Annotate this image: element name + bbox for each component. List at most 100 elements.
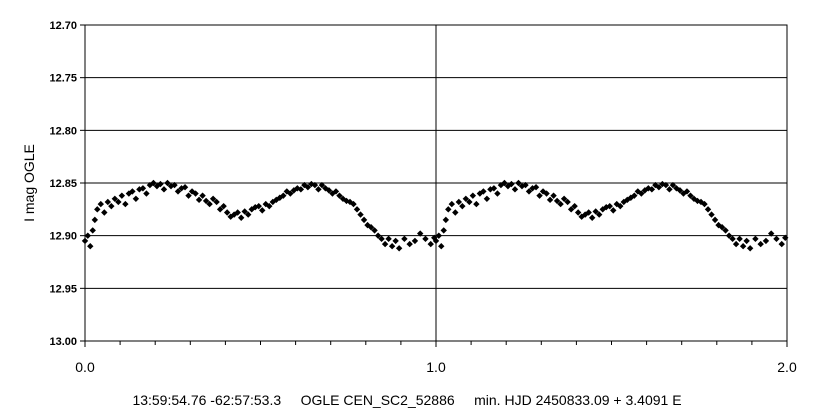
data-point bbox=[736, 235, 743, 243]
data-point bbox=[442, 216, 450, 224]
data-point bbox=[452, 209, 459, 216]
data-point bbox=[94, 206, 101, 213]
data-point bbox=[729, 235, 736, 243]
data-point bbox=[701, 200, 708, 208]
data-point bbox=[501, 179, 508, 187]
data-point bbox=[722, 227, 729, 234]
data-point bbox=[757, 240, 764, 248]
x-tick-label: 1.0 bbox=[426, 359, 446, 375]
data-point bbox=[459, 202, 466, 210]
y-axis-label: I mag OGLE bbox=[21, 144, 37, 222]
data-point bbox=[711, 216, 719, 224]
data-point bbox=[227, 213, 234, 220]
data-point bbox=[490, 185, 498, 192]
data-point bbox=[202, 197, 210, 205]
data-point bbox=[255, 202, 262, 210]
data-point bbox=[136, 186, 143, 193]
data-point bbox=[445, 206, 452, 213]
data-point bbox=[564, 198, 571, 206]
data-point bbox=[332, 188, 340, 195]
y-tick-label: 12.85 bbox=[49, 178, 77, 190]
data-point bbox=[557, 200, 564, 208]
data-point bbox=[620, 198, 627, 206]
data-point bbox=[115, 198, 122, 206]
data-point bbox=[178, 185, 185, 192]
data-point bbox=[234, 209, 241, 216]
data-point bbox=[606, 202, 613, 210]
data-point bbox=[304, 184, 312, 191]
data-point bbox=[543, 190, 550, 197]
data-point bbox=[209, 195, 217, 202]
data-point bbox=[762, 237, 770, 245]
data-point bbox=[739, 243, 747, 250]
data-point bbox=[529, 185, 536, 192]
data-point bbox=[511, 186, 519, 193]
data-point bbox=[259, 207, 266, 214]
y-tick-label: 12.80 bbox=[49, 125, 77, 137]
data-point bbox=[440, 227, 447, 234]
data-point bbox=[515, 179, 522, 187]
data-point bbox=[401, 235, 408, 243]
data-point bbox=[782, 234, 789, 241]
data-point bbox=[237, 214, 245, 221]
data-point bbox=[97, 200, 104, 208]
data-point bbox=[641, 187, 649, 194]
data-point bbox=[108, 202, 115, 210]
data-point bbox=[318, 181, 326, 189]
y-tick-label: 12.90 bbox=[49, 231, 77, 243]
data-point bbox=[81, 237, 89, 245]
data-point bbox=[508, 180, 515, 188]
data-point bbox=[666, 186, 673, 193]
data-point bbox=[84, 232, 92, 239]
data-point bbox=[364, 221, 371, 229]
data-point bbox=[638, 190, 645, 197]
data-point bbox=[150, 179, 157, 187]
data-point bbox=[181, 184, 189, 191]
data-point bbox=[574, 209, 582, 216]
x-axis-ticks: 0.0 1.0 2.0 bbox=[75, 341, 797, 375]
data-points bbox=[81, 179, 789, 252]
data-point bbox=[395, 245, 403, 252]
data-point bbox=[101, 209, 108, 216]
data-point bbox=[725, 232, 733, 239]
data-point bbox=[596, 211, 603, 218]
caption-star-id: OGLE CEN_SC2_52886 bbox=[300, 392, 455, 408]
data-point bbox=[167, 182, 175, 190]
data-point bbox=[220, 202, 227, 210]
data-point bbox=[350, 200, 357, 208]
data-point bbox=[676, 187, 684, 194]
data-point bbox=[532, 184, 540, 191]
data-point bbox=[374, 232, 382, 239]
data-point bbox=[662, 181, 670, 189]
data-point bbox=[683, 188, 691, 195]
data-point bbox=[427, 240, 434, 248]
data-point bbox=[385, 235, 392, 243]
data-point bbox=[480, 188, 487, 195]
data-point bbox=[315, 186, 322, 193]
data-point bbox=[627, 194, 635, 201]
data-point bbox=[610, 207, 617, 214]
y-tick-label: 12.95 bbox=[49, 283, 77, 295]
data-point bbox=[546, 196, 554, 204]
data-point bbox=[192, 190, 199, 197]
data-point bbox=[483, 195, 491, 202]
data-point bbox=[188, 188, 196, 195]
y-tick-label: 12.75 bbox=[49, 73, 77, 85]
data-point bbox=[704, 206, 712, 213]
data-point bbox=[746, 245, 754, 252]
light-curve-chart: 12.70 12.75 12.80 12.85 12.90 12.95 13.00 0.0 1… bbox=[21, 20, 797, 375]
data-point bbox=[588, 214, 596, 221]
data-point bbox=[417, 230, 424, 237]
data-point bbox=[631, 192, 638, 199]
data-point bbox=[469, 192, 477, 199]
data-point bbox=[687, 192, 694, 199]
data-point bbox=[645, 185, 652, 192]
data-point bbox=[164, 179, 171, 187]
data-point bbox=[634, 188, 642, 195]
data-point bbox=[195, 196, 203, 204]
y-tick-label: 13.00 bbox=[49, 336, 77, 348]
data-point bbox=[139, 185, 147, 192]
chart-caption: 13:59:54.76 -62:57:53.3 OGLE CEN_SC2_528… bbox=[0, 392, 814, 408]
data-point bbox=[87, 243, 94, 250]
data-point bbox=[157, 180, 164, 188]
